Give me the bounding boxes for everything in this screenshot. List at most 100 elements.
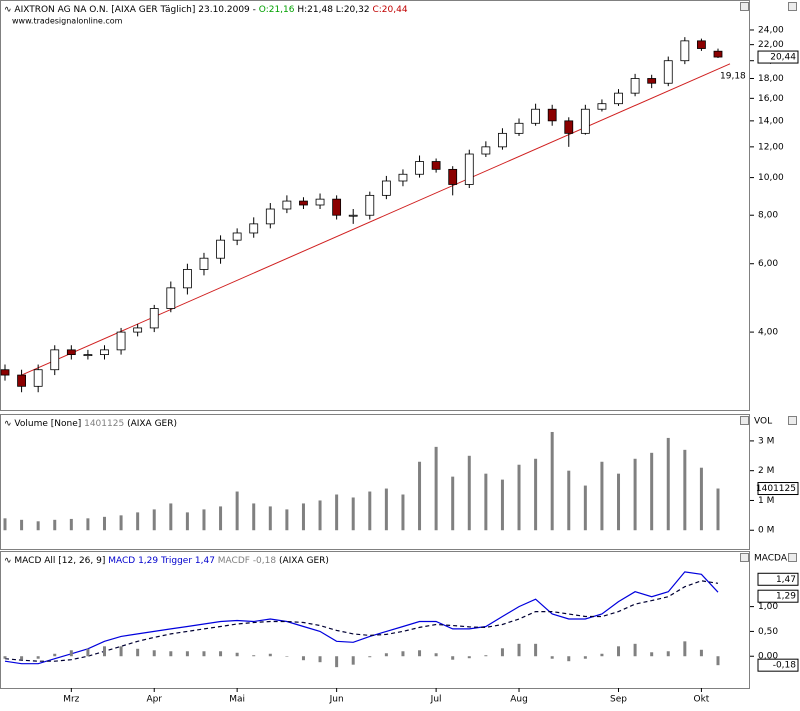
macd-panel <box>0 551 750 689</box>
candle-body <box>199 257 209 270</box>
candle-body <box>365 194 375 216</box>
volume-bar <box>219 506 223 531</box>
histogram-bar <box>335 656 339 668</box>
value-box-label: -0,18 <box>773 661 797 671</box>
histogram-bar <box>534 643 538 657</box>
candle-body <box>299 200 308 206</box>
histogram-bar <box>500 648 504 657</box>
histogram-bar <box>136 648 140 657</box>
histogram-bar <box>484 655 488 657</box>
volume-bar <box>716 488 720 531</box>
x-tick-label: Mai <box>229 695 245 705</box>
volume-bar <box>285 509 289 531</box>
volume-bar <box>3 518 7 531</box>
histogram-bar <box>418 650 422 657</box>
x-axis-area <box>0 690 800 711</box>
header-part: AIXTRON AG NA O.N. [AIXA GER Täglich] 23… <box>14 5 258 15</box>
histogram-bar <box>650 652 654 657</box>
candle-body <box>431 161 441 170</box>
y-tick-label: 18,00 <box>758 74 784 84</box>
panel-button[interactable] <box>788 416 797 425</box>
volume-bar <box>268 506 272 531</box>
volume-bar <box>384 488 388 531</box>
y-tick-label: 10,00 <box>758 173 784 183</box>
trendline-label: 19,18 <box>720 71 746 81</box>
panel-button[interactable] <box>788 2 797 11</box>
value-box-label: 1,47 <box>776 575 796 585</box>
header-part: 1401125 <box>84 419 124 429</box>
macd-line <box>4 580 719 662</box>
volume-bar <box>169 503 173 531</box>
header-part: Trigger 1,47 <box>160 556 218 566</box>
candle-body <box>614 92 623 105</box>
histogram-bar <box>434 653 438 657</box>
header-part: C:20,44 <box>372 5 407 15</box>
histogram-bar <box>36 656 40 659</box>
panel-header: ∿ Volume [None] 1401125 (AIXA GER) <box>4 419 177 429</box>
histogram-bar <box>185 651 189 657</box>
histogram-bar <box>69 650 73 657</box>
candle-body <box>50 349 60 371</box>
histogram-bar <box>401 651 405 657</box>
header-part: MACD 1,29 <box>108 556 161 566</box>
histogram-bar <box>351 656 355 665</box>
volume-bar <box>202 509 206 531</box>
panel-buttons <box>740 2 797 562</box>
volume-bar <box>418 461 422 531</box>
x-tick-label: Aug <box>510 695 528 705</box>
y-tick-label: 0,50 <box>758 627 778 637</box>
histogram-bar <box>699 649 703 657</box>
candle-body <box>315 198 325 206</box>
candle-body <box>547 108 557 122</box>
header-part: MACDF -0,18 <box>218 556 279 566</box>
panel-button[interactable] <box>740 416 749 425</box>
histogram-bar <box>567 656 571 662</box>
volume-bar <box>484 473 488 531</box>
header-part: O:21,16 <box>259 5 295 15</box>
header-part: (AIXA GER) <box>124 419 177 429</box>
candle-body <box>332 198 342 216</box>
histogram-bar <box>3 656 7 659</box>
histogram-bar <box>53 653 57 657</box>
value-box-label: 1401125 <box>756 484 796 494</box>
panel-button[interactable] <box>788 553 797 562</box>
panel-button[interactable] <box>740 553 749 562</box>
candle-body <box>100 349 109 356</box>
candle-body <box>663 60 673 84</box>
volume-bar <box>335 494 339 531</box>
volume-bar <box>683 449 687 531</box>
histogram-bar <box>683 641 687 657</box>
histogram-bar <box>583 656 587 659</box>
histogram-bar <box>716 656 720 666</box>
header-part: Volume [None] <box>14 419 84 429</box>
x-tick-label: Jun <box>329 695 344 705</box>
volume-bar <box>583 485 587 531</box>
volume-bar <box>500 479 504 531</box>
candle-body <box>564 120 574 134</box>
volume-bar <box>368 491 372 531</box>
volume-bar <box>102 516 106 531</box>
volume-bar <box>86 518 90 531</box>
candle-body <box>580 108 590 134</box>
candle-body <box>0 369 10 376</box>
candle-body <box>498 132 507 148</box>
volume-bar <box>351 497 355 531</box>
volume-bar <box>567 470 571 531</box>
volume-bar <box>517 464 521 531</box>
candle-body <box>232 232 242 241</box>
volume-bar <box>301 503 305 531</box>
histogram-bar <box>20 656 24 660</box>
volume-bar <box>633 458 637 531</box>
histogram-bar <box>268 653 272 657</box>
histogram-bar <box>550 656 554 659</box>
candle-body <box>531 108 541 124</box>
candle-body <box>647 78 657 84</box>
histogram-bar <box>368 656 372 658</box>
y-tick-label: 16,00 <box>758 94 784 104</box>
volume-bar <box>136 512 140 531</box>
panel-button[interactable] <box>740 2 749 11</box>
histogram-bar <box>451 656 455 660</box>
value-box-label: 1,29 <box>776 592 796 602</box>
value-box <box>757 589 799 603</box>
